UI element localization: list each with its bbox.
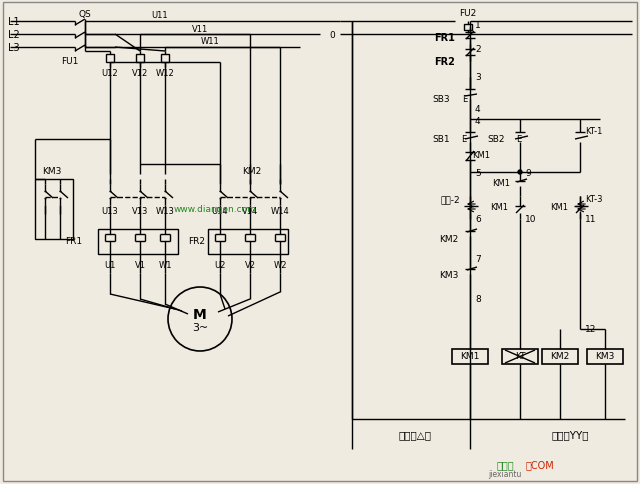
Bar <box>106 55 114 63</box>
Text: 4: 4 <box>475 117 481 126</box>
Bar <box>502 349 538 364</box>
Text: QS: QS <box>79 10 92 18</box>
Text: W13: W13 <box>156 207 175 216</box>
Text: KM1: KM1 <box>492 179 510 188</box>
Text: 12: 12 <box>585 325 596 334</box>
Text: KM3: KM3 <box>438 270 458 279</box>
Text: V2: V2 <box>244 261 255 270</box>
Text: L2: L2 <box>8 30 20 40</box>
Text: U11: U11 <box>152 12 168 20</box>
Text: W12: W12 <box>156 69 174 78</box>
Text: 9: 9 <box>525 168 531 177</box>
Text: KM1: KM1 <box>550 203 568 212</box>
Text: V1: V1 <box>134 261 145 270</box>
Text: V13: V13 <box>132 207 148 216</box>
Text: V11: V11 <box>192 25 208 33</box>
Text: ．COM: ．COM <box>525 459 554 469</box>
Text: E: E <box>516 135 521 144</box>
Bar <box>136 55 144 63</box>
Text: KM2: KM2 <box>243 167 262 176</box>
Text: KM3: KM3 <box>42 167 61 176</box>
Text: FR1: FR1 <box>65 237 82 246</box>
Text: U14: U14 <box>212 207 228 216</box>
Text: 低速（△）: 低速（△） <box>399 429 431 439</box>
Text: 4: 4 <box>475 106 481 114</box>
Text: KM1: KM1 <box>460 352 480 361</box>
Text: V12: V12 <box>132 69 148 78</box>
Text: 8: 8 <box>475 295 481 304</box>
Bar <box>161 55 169 63</box>
Text: W1: W1 <box>158 261 172 270</box>
Text: FR1: FR1 <box>434 33 455 43</box>
Text: SB1: SB1 <box>433 135 450 144</box>
Text: 3: 3 <box>475 74 481 82</box>
Text: KM3: KM3 <box>595 352 614 361</box>
Text: E: E <box>462 95 467 104</box>
Text: 接线图: 接线图 <box>496 459 514 469</box>
Text: FU2: FU2 <box>460 10 477 18</box>
Text: E: E <box>461 135 467 144</box>
Text: FR2: FR2 <box>188 237 205 246</box>
Bar <box>464 25 472 31</box>
Text: M: M <box>193 307 207 321</box>
Text: SB2: SB2 <box>488 135 505 144</box>
Text: U2: U2 <box>214 261 226 270</box>
Bar <box>35 180 73 240</box>
Text: KM1: KM1 <box>472 150 490 159</box>
Text: W2: W2 <box>273 261 287 270</box>
Text: U1: U1 <box>104 261 116 270</box>
Text: 5: 5 <box>475 168 481 177</box>
Text: KT: KT <box>515 352 525 361</box>
Text: W11: W11 <box>200 37 220 46</box>
Text: KM2: KM2 <box>439 235 458 244</box>
Text: L1: L1 <box>8 17 20 27</box>
Text: W14: W14 <box>271 207 289 216</box>
Text: KT-3: KT-3 <box>585 195 602 204</box>
Text: 2: 2 <box>475 45 481 54</box>
Text: 极距-2: 极距-2 <box>440 195 460 204</box>
Bar <box>542 349 578 364</box>
Text: FU1: FU1 <box>61 58 78 66</box>
Text: KM1: KM1 <box>490 203 508 212</box>
Text: U13: U13 <box>102 207 118 216</box>
Text: KM2: KM2 <box>550 352 570 361</box>
Text: FR2: FR2 <box>434 57 455 67</box>
Text: 11: 11 <box>585 215 596 224</box>
Text: 0: 0 <box>329 30 335 39</box>
Text: KT-1: KT-1 <box>585 127 602 136</box>
Bar <box>587 349 623 364</box>
Text: jiexiantu: jiexiantu <box>488 469 522 479</box>
Circle shape <box>518 171 522 175</box>
Text: 高速（YY）: 高速（YY） <box>551 429 589 439</box>
Text: V14: V14 <box>242 207 258 216</box>
Text: 7: 7 <box>475 255 481 264</box>
Text: 1: 1 <box>475 20 481 30</box>
Text: 6: 6 <box>475 215 481 224</box>
Text: L3: L3 <box>8 43 20 53</box>
Bar <box>208 229 288 255</box>
Text: SB3: SB3 <box>433 95 450 104</box>
Text: 10: 10 <box>525 215 536 224</box>
Bar <box>98 229 178 255</box>
Text: www.diangon.com: www.diangon.com <box>173 205 257 214</box>
Text: U12: U12 <box>102 69 118 78</box>
Bar <box>452 349 488 364</box>
Text: 3~: 3~ <box>192 322 208 333</box>
